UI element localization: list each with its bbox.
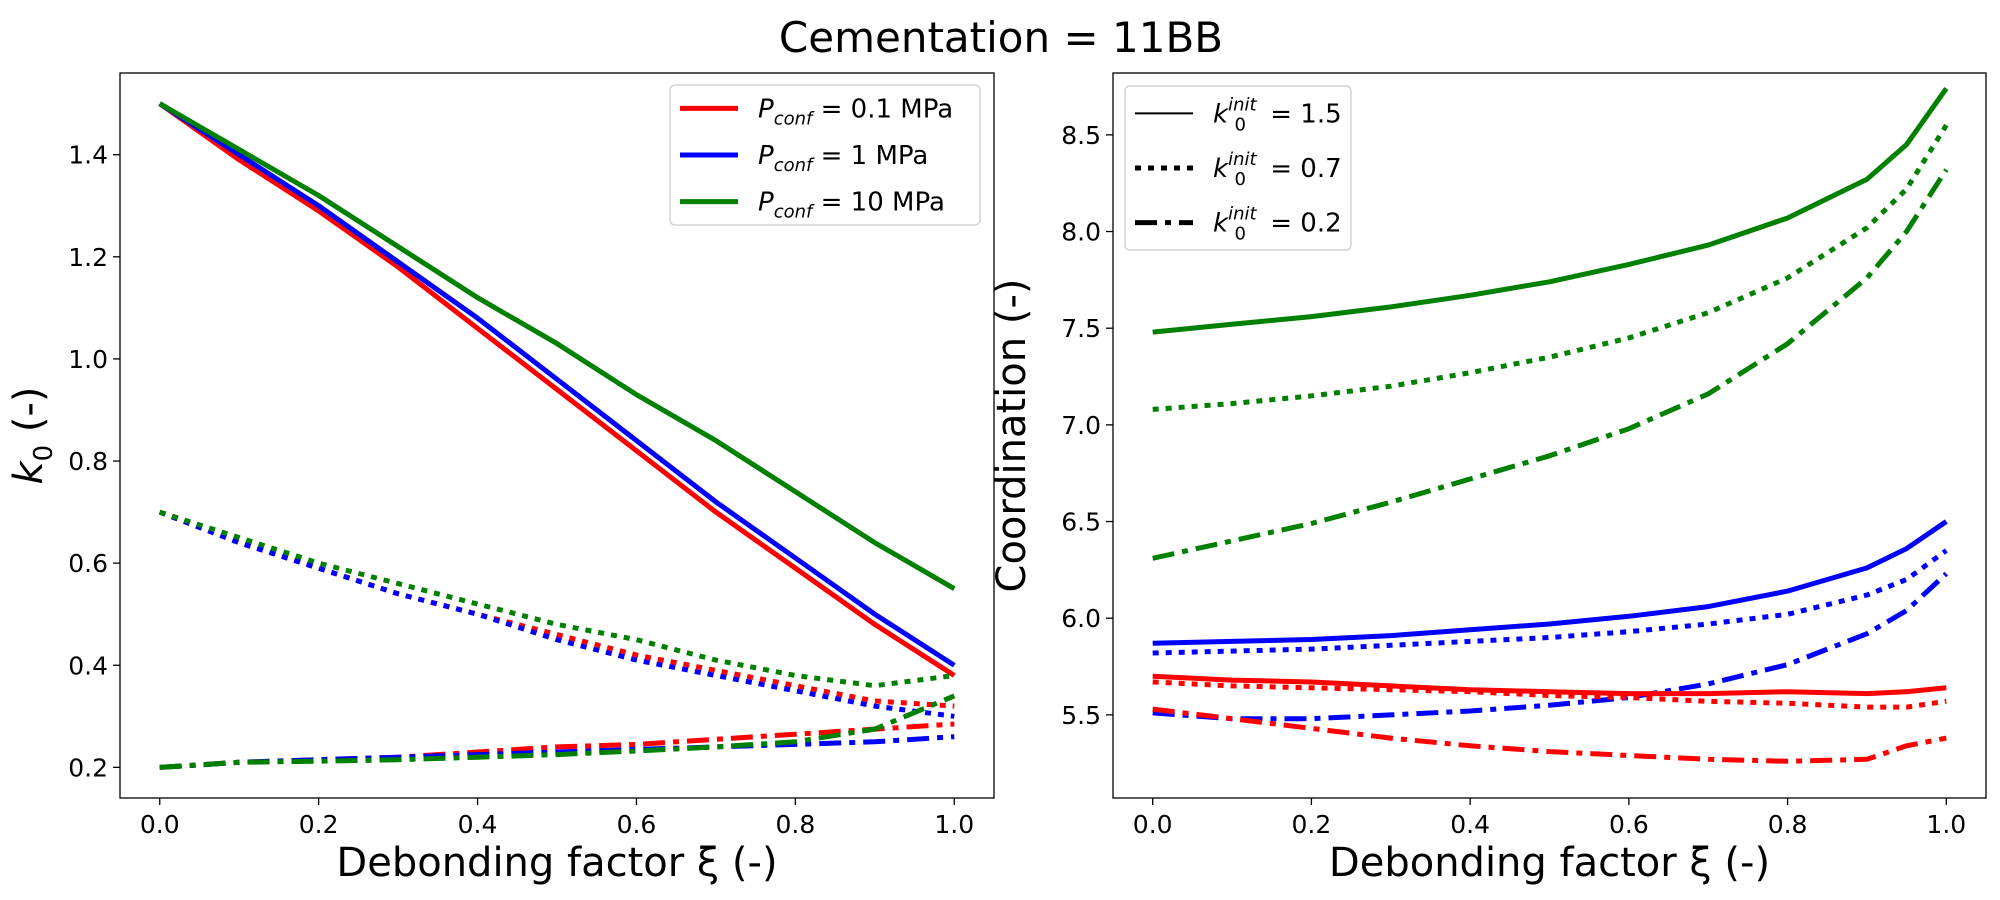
y-tick-label: 0.6: [68, 549, 108, 578]
legend-box: [1124, 85, 1352, 251]
legend-entry: kinit 0 = 0.7: [1213, 149, 1342, 190]
x-tick-label: 1.0: [934, 810, 974, 839]
series-line-solid-1: [158, 101, 956, 668]
legend-entry: Pconf = 0.1 MPa: [758, 94, 953, 129]
y-axis-label: Coordination (-): [989, 279, 1035, 593]
axes-frame: [1112, 72, 1987, 799]
series-line-dotted-1: [1152, 123, 1949, 412]
y-tick-label: 0.8: [68, 447, 108, 476]
series-lines: [1152, 87, 1949, 764]
series-line-solid-0: [158, 101, 956, 678]
x-tick-label: 1.0: [1926, 810, 1966, 839]
axes-frame: [119, 72, 995, 799]
y-tick-label: 8.0: [1061, 218, 1101, 247]
series-line-dashdot-8: [1152, 706, 1947, 764]
y-tick-label: 1.4: [68, 141, 108, 170]
y-tick-label: 0.4: [68, 651, 108, 680]
series-line-dotted-4: [158, 509, 955, 719]
y-tick-label: 7.0: [1061, 411, 1101, 440]
x-axis-label: Debonding factor ξ (-): [336, 840, 777, 886]
y-tick-label: 7.5: [1061, 314, 1101, 343]
legend-entry: kinit 0 = 0.2: [1213, 204, 1342, 245]
series-line-dotted-7: [1152, 679, 1947, 710]
y-tick-label: 6.0: [1061, 604, 1101, 633]
x-axis-label: Debonding factor ξ (-): [1329, 840, 1770, 886]
legend: Pconf = 0.1 MPa Pconf = 1 MPa Pconf = 10 M…: [669, 84, 981, 226]
y-tick-label: 5.5: [1061, 701, 1101, 730]
x-tick-label: 0.8: [775, 810, 815, 839]
coordination-panel: 0.0 0.2 0.4 0.6 0.8 1.0 5.5 6.0 6.5 7.0 7.5 8.0 8.5 D…: [989, 72, 1987, 886]
legend-entry: Pconf = 1 MPa: [758, 141, 928, 176]
x-tick-label: 0.2: [299, 810, 339, 839]
legend-box: [669, 84, 981, 226]
series-line-solid-6: [1152, 673, 1947, 697]
y-tick-label: 1.2: [68, 243, 108, 272]
y-tick-label: 0.2: [68, 753, 108, 782]
series-line-solid-2: [158, 101, 956, 591]
x-tick-label: 0.8: [1768, 810, 1808, 839]
x-tick-label: 0.0: [140, 810, 180, 839]
k0-panel: 0.0 0.2 0.4 0.6 0.8 1.0 0.2 0.4 0.6 0.8 1.0 1.2 1.4 D…: [6, 72, 995, 886]
y-tick-label: 8.5: [1061, 121, 1101, 150]
legend-entry: Pconf = 10 MPa: [758, 188, 945, 223]
series-line-dashdot-8: [159, 693, 956, 770]
y-tick-label: 1.0: [68, 345, 108, 374]
series-line-solid-3: [1152, 519, 1948, 646]
x-tick-label: 0.6: [1609, 810, 1649, 839]
y-tick-label: 6.5: [1061, 508, 1101, 537]
series-line-solid-0: [1152, 87, 1949, 335]
series-line-dashdot-5: [1152, 571, 1948, 722]
series-lines: [158, 101, 956, 770]
x-tick-label: 0.0: [1133, 810, 1173, 839]
legend: kinit 0 = 1.5 kinit 0 = 0.7 kinit 0 = 0.2: [1124, 85, 1352, 251]
x-tick-label: 0.2: [1292, 810, 1332, 839]
x-tick-label: 0.6: [617, 810, 657, 839]
legend-entry: kinit 0 = 1.5: [1213, 94, 1342, 135]
series-line-dashdot-2: [1152, 168, 1949, 561]
x-tick-label: 0.4: [1450, 810, 1490, 839]
x-tick-label: 0.4: [458, 810, 498, 839]
series-line-dotted-3: [158, 509, 955, 709]
y-axis-label: k0 (-): [6, 386, 59, 484]
series-line-dotted-4: [1152, 548, 1948, 656]
figure-title: Cementation = 11BB: [779, 13, 1223, 62]
